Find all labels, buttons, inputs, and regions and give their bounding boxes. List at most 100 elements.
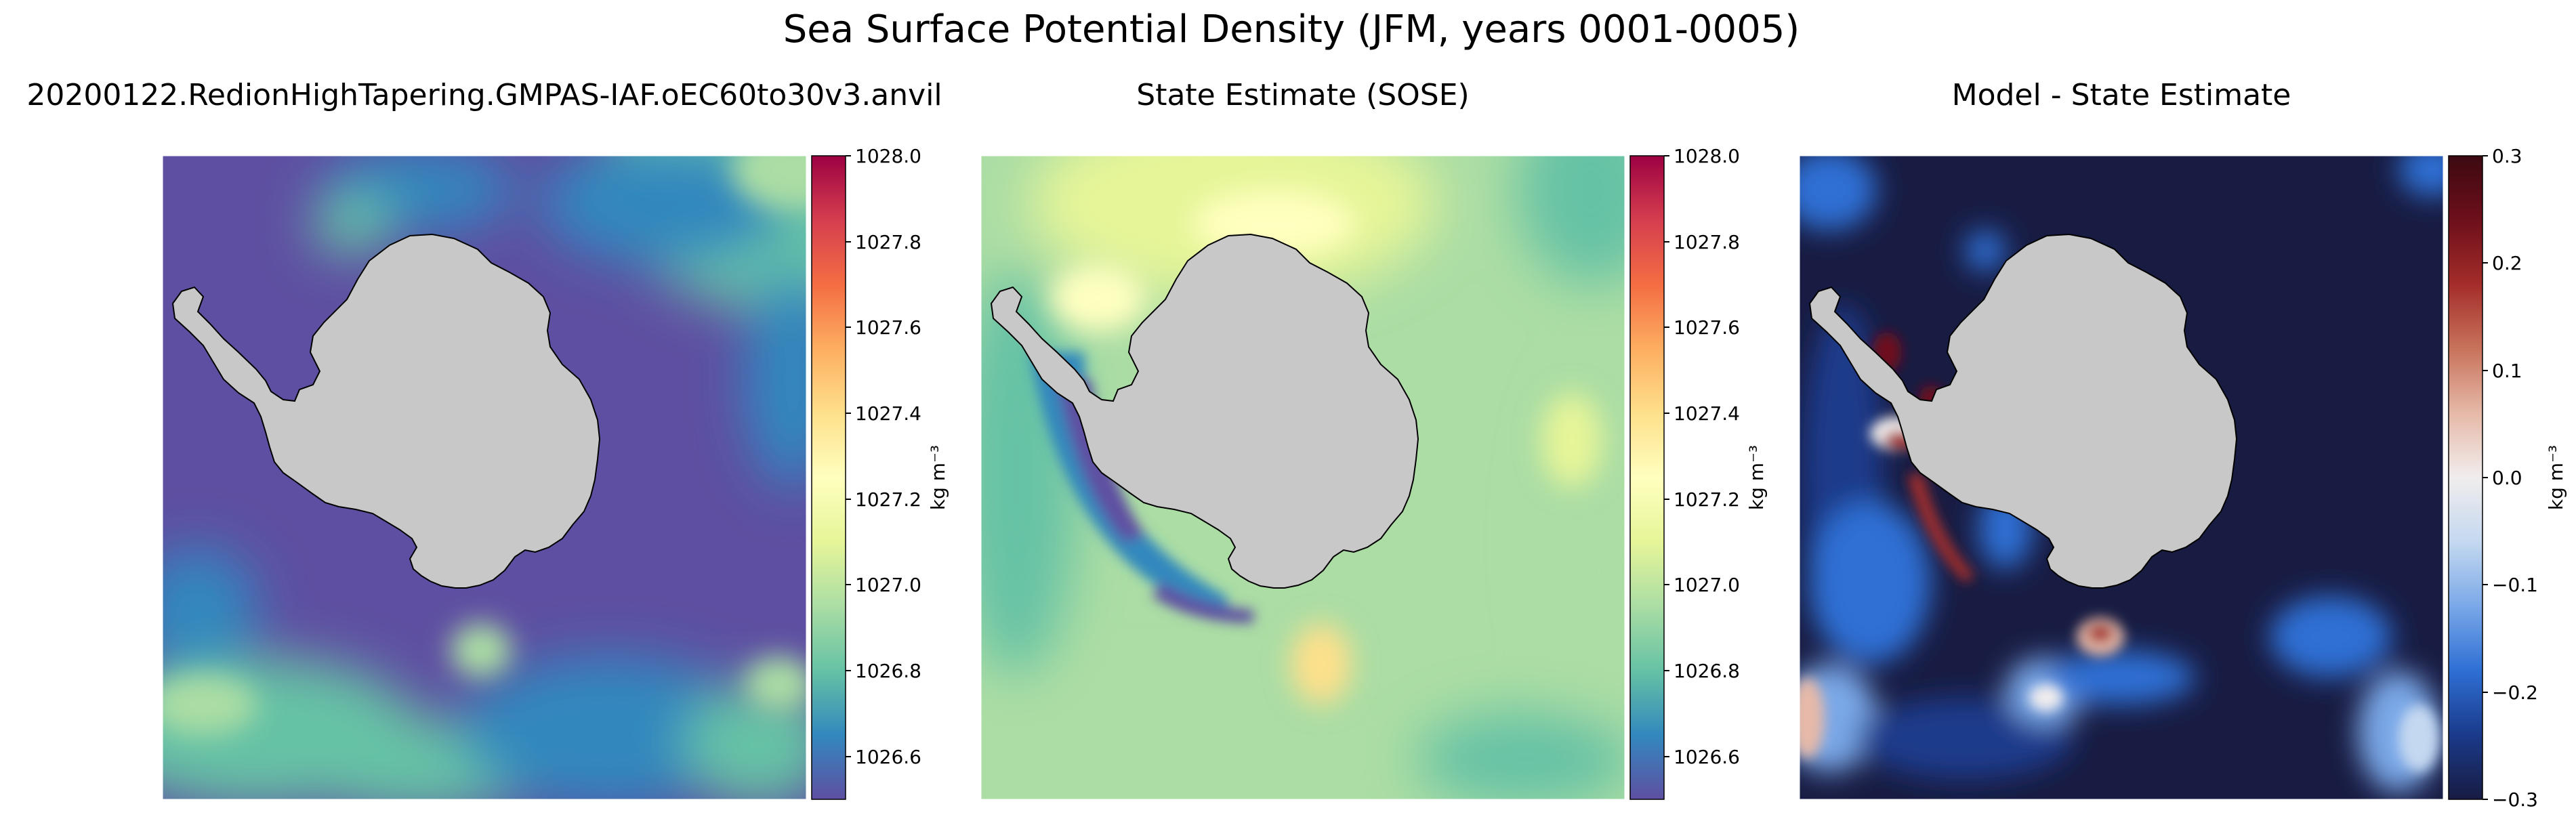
tick-label: 1026.6 bbox=[855, 746, 921, 768]
density-blob bbox=[684, 684, 806, 799]
density-blobs bbox=[981, 156, 1625, 799]
colorbar-tick: −0.2 bbox=[2482, 681, 2538, 704]
tick-label: 1027.6 bbox=[1674, 316, 1740, 339]
colorbar-tick: 1026.6 bbox=[1664, 746, 1740, 768]
colorbar-bar bbox=[1629, 155, 1665, 800]
density-blob bbox=[745, 657, 806, 711]
diff-blob bbox=[2398, 704, 2439, 772]
colorbar-tick: 1028.0 bbox=[846, 145, 921, 167]
panel-model: 20200122.RedionHighTapering.GMPAS-IAF.oE… bbox=[26, 78, 949, 800]
tick-label: −0.1 bbox=[2492, 574, 2538, 596]
colorbar-ticks: 1028.0 1027.8 1027.6 1027.4 1027.2 1027.… bbox=[846, 145, 921, 768]
colorbar-tick: −0.3 bbox=[2482, 788, 2538, 811]
colorbar-bar bbox=[2448, 155, 2483, 800]
colorbar-tick: 1027.8 bbox=[846, 231, 921, 253]
density-blob bbox=[312, 193, 393, 254]
density-blob bbox=[745, 271, 806, 488]
tick-label: 1026.8 bbox=[1674, 660, 1740, 682]
colorbar-ticks: 0.3 0.2 0.1 0.0 −0.1 −0.2 −0.3 bbox=[2482, 145, 2538, 811]
diff-blob bbox=[2046, 650, 2195, 704]
diff-blob bbox=[1965, 230, 2006, 271]
colorbar-tick: −0.1 bbox=[2482, 574, 2538, 596]
tick-label: −0.3 bbox=[2492, 788, 2538, 811]
density-blob bbox=[1541, 393, 1602, 488]
tick-label: 1027.4 bbox=[1674, 402, 1740, 425]
tick-label: 0.2 bbox=[2492, 252, 2522, 274]
tick-label: 1027.4 bbox=[855, 402, 921, 425]
diff-blob bbox=[1800, 664, 1877, 772]
colorbar-tick: 1027.4 bbox=[846, 402, 921, 425]
diff-blob bbox=[1800, 677, 1825, 759]
density-blobs bbox=[163, 156, 806, 799]
colorbar-tick: 1027.4 bbox=[1664, 402, 1740, 425]
panel-title-sose: State Estimate (SOSE) bbox=[1136, 78, 1469, 112]
panel-sose: State Estimate (SOSE) bbox=[980, 78, 1768, 800]
diff-blob bbox=[2398, 156, 2443, 196]
density-blob bbox=[732, 156, 806, 210]
tick-label: 0.0 bbox=[2492, 467, 2522, 489]
tick-label: 1027.6 bbox=[855, 316, 921, 339]
diff-blob bbox=[2029, 684, 2063, 711]
colorbar-sose: 1028.0 1027.8 1027.6 1027.4 1027.2 1027.… bbox=[1629, 145, 1768, 800]
colorbar-tick: 1026.8 bbox=[846, 660, 921, 682]
tick-label: 1027.2 bbox=[1674, 488, 1740, 511]
map-difference bbox=[1800, 156, 2443, 799]
tick-label: 1026.6 bbox=[1674, 746, 1740, 768]
density-blob bbox=[461, 657, 759, 799]
density-blob bbox=[1291, 623, 1352, 704]
density-blob bbox=[163, 674, 257, 735]
tick-label: 1027.2 bbox=[855, 488, 921, 511]
density-blob bbox=[163, 549, 257, 671]
tick-label: 1027.0 bbox=[855, 574, 921, 596]
colorbar-tick: 1026.6 bbox=[846, 746, 921, 768]
density-blob bbox=[1050, 264, 1145, 332]
map-frame bbox=[1799, 155, 2444, 800]
coastal-red-band bbox=[1907, 474, 1975, 583]
colorbar-tick: 1028.0 bbox=[1664, 145, 1740, 167]
map-model bbox=[163, 156, 806, 799]
density-highlights bbox=[163, 156, 806, 735]
density-blob bbox=[542, 156, 786, 264]
density-blob bbox=[1518, 156, 1625, 285]
diff-blob bbox=[1809, 501, 1931, 664]
colorbar-tick: 1027.6 bbox=[1664, 316, 1740, 339]
density-blob bbox=[982, 684, 1321, 799]
tick-label: 1028.0 bbox=[855, 145, 921, 167]
density-blob bbox=[1416, 711, 1625, 799]
tick-label: 1026.8 bbox=[855, 660, 921, 682]
diff-blob bbox=[1856, 698, 2073, 779]
panel-difference: Model - State Estimate bbox=[1799, 78, 2567, 811]
colorbar-bar bbox=[811, 155, 846, 800]
colorbar-tick: 0.2 bbox=[2482, 252, 2522, 274]
density-blob bbox=[451, 623, 512, 677]
coastal-deep-band bbox=[1152, 583, 1253, 623]
colorbar-model: 1028.0 1027.8 1027.6 1027.4 1027.2 1027.… bbox=[811, 145, 949, 800]
map-frame bbox=[162, 155, 807, 800]
colorbar-difference: 0.3 0.2 0.1 0.0 −0.1 −0.2 −0.3 kg m⁻³ bbox=[2448, 145, 2567, 811]
tick-label: −0.2 bbox=[2492, 681, 2538, 704]
colorbar-tick: 0.0 bbox=[2482, 467, 2522, 489]
colorbar-tick: 1027.8 bbox=[1664, 231, 1740, 253]
colorbar-unit-label: kg m⁻³ bbox=[927, 445, 949, 510]
colorbar-tick: 1027.6 bbox=[846, 316, 921, 339]
diff-blob bbox=[1800, 156, 1877, 230]
colorbar-tick: 1027.0 bbox=[846, 574, 921, 596]
tick-label: 0.3 bbox=[2492, 145, 2522, 167]
colorbar-ticks: 1028.0 1027.8 1027.6 1027.4 1027.2 1027.… bbox=[1664, 145, 1740, 768]
panel-title-difference: Model - State Estimate bbox=[1952, 78, 2291, 112]
tick-label: 1027.8 bbox=[855, 231, 921, 253]
colorbar-unit-label: kg m⁻³ bbox=[2545, 445, 2567, 510]
colorbar-unit-label: kg m⁻³ bbox=[1745, 445, 1768, 510]
tick-label: 0.1 bbox=[2492, 360, 2522, 382]
colorbar-tick: 1027.0 bbox=[1664, 574, 1740, 596]
tick-label: 1027.8 bbox=[1674, 231, 1740, 253]
map-frame bbox=[980, 155, 1625, 800]
colorbar-tick: 1027.2 bbox=[1664, 488, 1740, 511]
colorbar-tick: 1026.8 bbox=[1664, 660, 1740, 682]
tick-label: 1028.0 bbox=[1674, 145, 1740, 167]
tick-label: 1027.0 bbox=[1674, 574, 1740, 596]
diff-blob bbox=[2270, 596, 2392, 677]
colorbar-tick: 1027.2 bbox=[846, 488, 921, 511]
panel-title-model: 20200122.RedionHighTapering.GMPAS-IAF.oE… bbox=[26, 78, 942, 112]
